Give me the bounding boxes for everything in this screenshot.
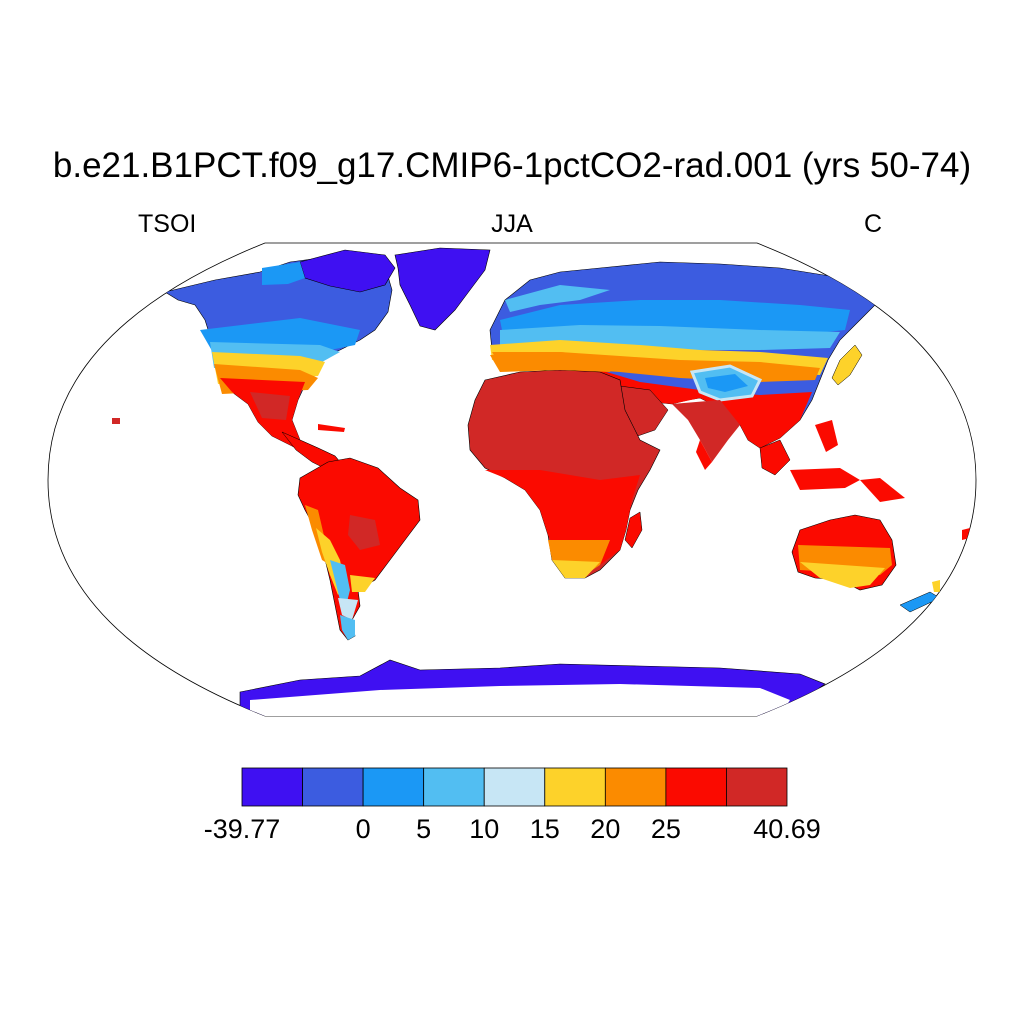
colorbar xyxy=(241,767,788,807)
colorbar-swatch xyxy=(726,767,788,807)
colorbar-swatch xyxy=(241,767,303,807)
colorbar-tick-label: 10 xyxy=(469,814,500,844)
colorbar-tick-label: -39.77 xyxy=(203,814,281,844)
colorbar-swatch xyxy=(362,767,425,807)
colorbar-swatch xyxy=(302,767,364,807)
colorbar-swatch xyxy=(665,767,727,807)
colorbar-tick-label: 5 xyxy=(416,814,432,844)
colorbar-swatch xyxy=(423,767,485,807)
colorbar-tick-label: 0 xyxy=(355,814,371,844)
variable-label: TSOI xyxy=(138,210,197,238)
colorbar-swatch xyxy=(604,767,667,807)
season-label: JJA xyxy=(491,210,533,238)
colorbar-swatch xyxy=(483,767,546,807)
colorbar-tick-label: 15 xyxy=(529,814,560,844)
colorbar-tick-label: 20 xyxy=(590,814,621,844)
land-layer xyxy=(112,247,970,716)
greenland-land xyxy=(299,249,396,293)
colorbar-tick-label: 40.69 xyxy=(753,814,821,844)
colorbar-tick-label: 25 xyxy=(650,814,681,844)
plot-title: b.e21.B1PCT.f09_g17.CMIP6-1pctCO2-rad.00… xyxy=(52,146,972,185)
units-label: C xyxy=(864,210,883,238)
colorbar-swatch xyxy=(544,767,606,807)
